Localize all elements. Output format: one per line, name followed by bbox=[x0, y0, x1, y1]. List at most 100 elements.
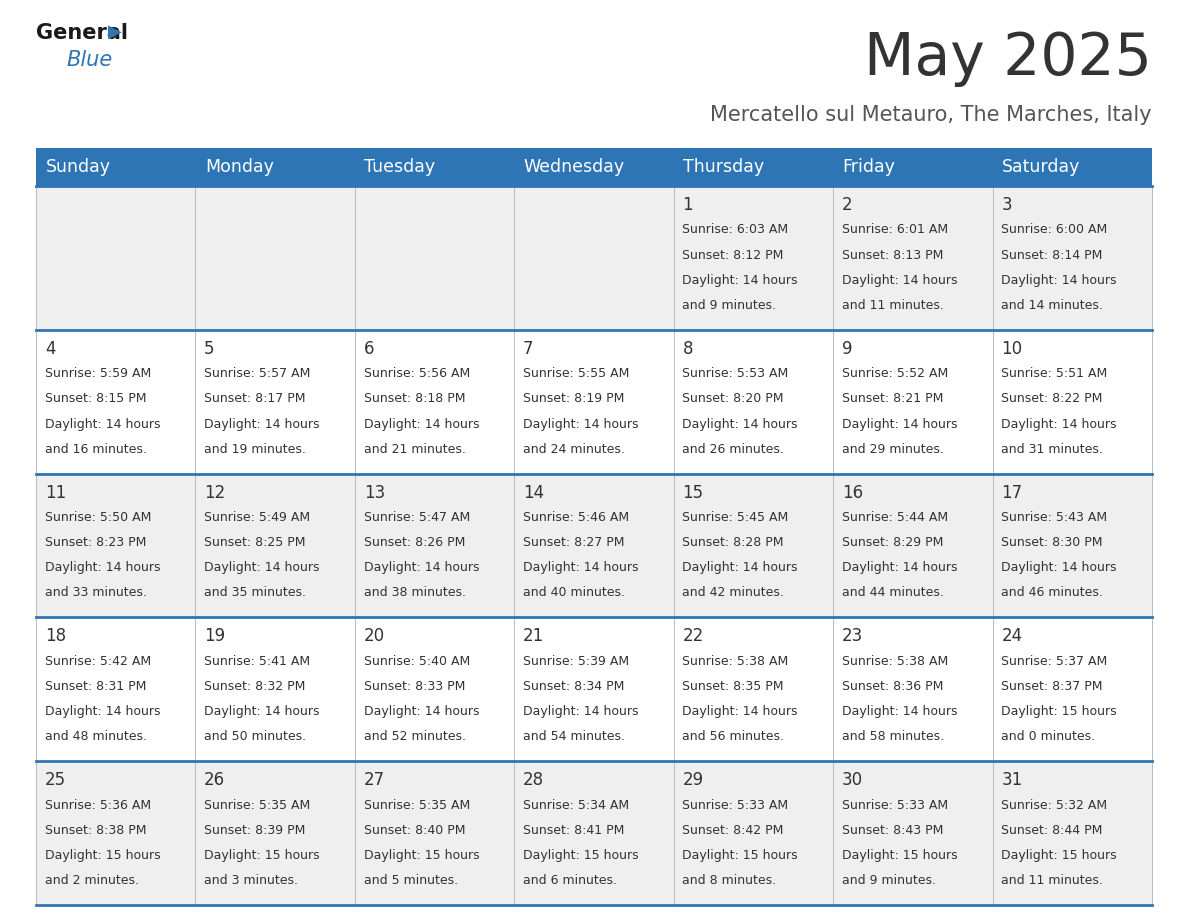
Text: Daylight: 14 hours: Daylight: 14 hours bbox=[842, 418, 958, 431]
Text: Wednesday: Wednesday bbox=[524, 158, 625, 176]
Text: 11: 11 bbox=[45, 484, 67, 501]
Text: Sunrise: 5:42 AM: Sunrise: 5:42 AM bbox=[45, 655, 151, 667]
Text: Daylight: 14 hours: Daylight: 14 hours bbox=[1001, 561, 1117, 575]
Bar bbox=[36, 330, 1152, 474]
Text: and 46 minutes.: and 46 minutes. bbox=[1001, 587, 1104, 599]
Text: and 6 minutes.: and 6 minutes. bbox=[523, 874, 617, 887]
Text: 5: 5 bbox=[204, 340, 215, 358]
Text: Sunset: 8:38 PM: Sunset: 8:38 PM bbox=[45, 823, 146, 836]
Text: Sunrise: 5:56 AM: Sunrise: 5:56 AM bbox=[364, 367, 470, 380]
Text: Sunset: 8:30 PM: Sunset: 8:30 PM bbox=[1001, 536, 1102, 549]
Text: Sunrise: 5:39 AM: Sunrise: 5:39 AM bbox=[523, 655, 630, 667]
Text: Sunrise: 5:47 AM: Sunrise: 5:47 AM bbox=[364, 511, 470, 524]
Text: Sunset: 8:39 PM: Sunset: 8:39 PM bbox=[204, 823, 305, 836]
Bar bbox=[36, 186, 1152, 330]
Text: Sunset: 8:44 PM: Sunset: 8:44 PM bbox=[1001, 823, 1102, 836]
Text: 29: 29 bbox=[682, 771, 703, 789]
Text: Blue: Blue bbox=[67, 50, 112, 70]
Text: and 9 minutes.: and 9 minutes. bbox=[842, 874, 936, 887]
Text: Sunset: 8:26 PM: Sunset: 8:26 PM bbox=[364, 536, 465, 549]
Text: Daylight: 15 hours: Daylight: 15 hours bbox=[523, 849, 639, 862]
Text: Sunrise: 6:01 AM: Sunrise: 6:01 AM bbox=[842, 223, 948, 237]
Text: Sunset: 8:40 PM: Sunset: 8:40 PM bbox=[364, 823, 466, 836]
Text: Daylight: 14 hours: Daylight: 14 hours bbox=[364, 418, 479, 431]
Text: and 11 minutes.: and 11 minutes. bbox=[842, 299, 943, 312]
Text: Daylight: 14 hours: Daylight: 14 hours bbox=[682, 561, 798, 575]
Text: Sunset: 8:22 PM: Sunset: 8:22 PM bbox=[1001, 392, 1102, 406]
Text: Sunset: 8:13 PM: Sunset: 8:13 PM bbox=[842, 249, 943, 262]
Text: Sunrise: 5:57 AM: Sunrise: 5:57 AM bbox=[204, 367, 310, 380]
Text: 12: 12 bbox=[204, 484, 226, 501]
Text: and 58 minutes.: and 58 minutes. bbox=[842, 731, 944, 744]
Text: Daylight: 14 hours: Daylight: 14 hours bbox=[842, 274, 958, 286]
Text: Sunrise: 5:36 AM: Sunrise: 5:36 AM bbox=[45, 799, 151, 812]
Text: and 38 minutes.: and 38 minutes. bbox=[364, 587, 466, 599]
Text: Sunrise: 5:35 AM: Sunrise: 5:35 AM bbox=[204, 799, 310, 812]
Text: Sunrise: 5:53 AM: Sunrise: 5:53 AM bbox=[682, 367, 789, 380]
Text: Sunrise: 5:59 AM: Sunrise: 5:59 AM bbox=[45, 367, 151, 380]
Text: and 44 minutes.: and 44 minutes. bbox=[842, 587, 943, 599]
Text: 20: 20 bbox=[364, 628, 385, 645]
Text: Daylight: 15 hours: Daylight: 15 hours bbox=[682, 849, 798, 862]
Text: Sunrise: 5:35 AM: Sunrise: 5:35 AM bbox=[364, 799, 470, 812]
Text: Sunset: 8:33 PM: Sunset: 8:33 PM bbox=[364, 680, 465, 693]
Text: Daylight: 14 hours: Daylight: 14 hours bbox=[364, 561, 479, 575]
Text: Sunrise: 5:50 AM: Sunrise: 5:50 AM bbox=[45, 511, 151, 524]
Text: Daylight: 14 hours: Daylight: 14 hours bbox=[364, 705, 479, 718]
Text: and 2 minutes.: and 2 minutes. bbox=[45, 874, 139, 887]
Bar bbox=[36, 474, 1152, 618]
Text: 22: 22 bbox=[682, 628, 703, 645]
Text: ▶: ▶ bbox=[108, 23, 122, 41]
Text: 8: 8 bbox=[682, 340, 693, 358]
Text: Sunrise: 5:49 AM: Sunrise: 5:49 AM bbox=[204, 511, 310, 524]
Text: Sunrise: 5:46 AM: Sunrise: 5:46 AM bbox=[523, 511, 630, 524]
Text: and 31 minutes.: and 31 minutes. bbox=[1001, 442, 1104, 455]
Text: Daylight: 14 hours: Daylight: 14 hours bbox=[204, 705, 320, 718]
Text: 3: 3 bbox=[1001, 196, 1012, 214]
Text: Thursday: Thursday bbox=[683, 158, 764, 176]
Text: and 0 minutes.: and 0 minutes. bbox=[1001, 731, 1095, 744]
Text: Sunset: 8:41 PM: Sunset: 8:41 PM bbox=[523, 823, 625, 836]
Text: Daylight: 14 hours: Daylight: 14 hours bbox=[682, 418, 798, 431]
Text: 28: 28 bbox=[523, 771, 544, 789]
Bar bbox=[355, 148, 514, 186]
Text: 27: 27 bbox=[364, 771, 385, 789]
Text: Sunrise: 5:45 AM: Sunrise: 5:45 AM bbox=[682, 511, 789, 524]
Text: Sunset: 8:25 PM: Sunset: 8:25 PM bbox=[204, 536, 305, 549]
Text: 26: 26 bbox=[204, 771, 226, 789]
Text: Daylight: 15 hours: Daylight: 15 hours bbox=[45, 849, 160, 862]
Text: and 11 minutes.: and 11 minutes. bbox=[1001, 874, 1104, 887]
Text: Sunrise: 5:34 AM: Sunrise: 5:34 AM bbox=[523, 799, 630, 812]
Text: and 42 minutes.: and 42 minutes. bbox=[682, 587, 784, 599]
Text: Sunset: 8:32 PM: Sunset: 8:32 PM bbox=[204, 680, 305, 693]
Text: Sunrise: 5:38 AM: Sunrise: 5:38 AM bbox=[682, 655, 789, 667]
Text: 17: 17 bbox=[1001, 484, 1023, 501]
Text: and 26 minutes.: and 26 minutes. bbox=[682, 442, 784, 455]
Text: 31: 31 bbox=[1001, 771, 1023, 789]
Text: Sunset: 8:37 PM: Sunset: 8:37 PM bbox=[1001, 680, 1102, 693]
Text: Daylight: 14 hours: Daylight: 14 hours bbox=[842, 561, 958, 575]
Text: Sunset: 8:19 PM: Sunset: 8:19 PM bbox=[523, 392, 625, 406]
Text: Sunrise: 5:52 AM: Sunrise: 5:52 AM bbox=[842, 367, 948, 380]
Text: 10: 10 bbox=[1001, 340, 1023, 358]
Text: Sunset: 8:43 PM: Sunset: 8:43 PM bbox=[842, 823, 943, 836]
Text: and 48 minutes.: and 48 minutes. bbox=[45, 731, 147, 744]
Text: Daylight: 14 hours: Daylight: 14 hours bbox=[45, 705, 160, 718]
Text: Daylight: 14 hours: Daylight: 14 hours bbox=[682, 705, 798, 718]
Text: and 3 minutes.: and 3 minutes. bbox=[204, 874, 298, 887]
Text: and 56 minutes.: and 56 minutes. bbox=[682, 731, 784, 744]
Text: Daylight: 14 hours: Daylight: 14 hours bbox=[45, 561, 160, 575]
Text: and 24 minutes.: and 24 minutes. bbox=[523, 442, 625, 455]
Text: Sunrise: 5:37 AM: Sunrise: 5:37 AM bbox=[1001, 655, 1107, 667]
Text: 15: 15 bbox=[682, 484, 703, 501]
Text: and 33 minutes.: and 33 minutes. bbox=[45, 587, 146, 599]
Text: Friday: Friday bbox=[842, 158, 896, 176]
Text: Daylight: 14 hours: Daylight: 14 hours bbox=[1001, 274, 1117, 286]
Text: and 52 minutes.: and 52 minutes. bbox=[364, 731, 466, 744]
Text: and 35 minutes.: and 35 minutes. bbox=[204, 587, 307, 599]
Text: Sunset: 8:29 PM: Sunset: 8:29 PM bbox=[842, 536, 943, 549]
Text: Sunrise: 5:40 AM: Sunrise: 5:40 AM bbox=[364, 655, 470, 667]
Text: 16: 16 bbox=[842, 484, 862, 501]
Bar bbox=[36, 618, 1152, 761]
Text: Daylight: 14 hours: Daylight: 14 hours bbox=[523, 561, 639, 575]
